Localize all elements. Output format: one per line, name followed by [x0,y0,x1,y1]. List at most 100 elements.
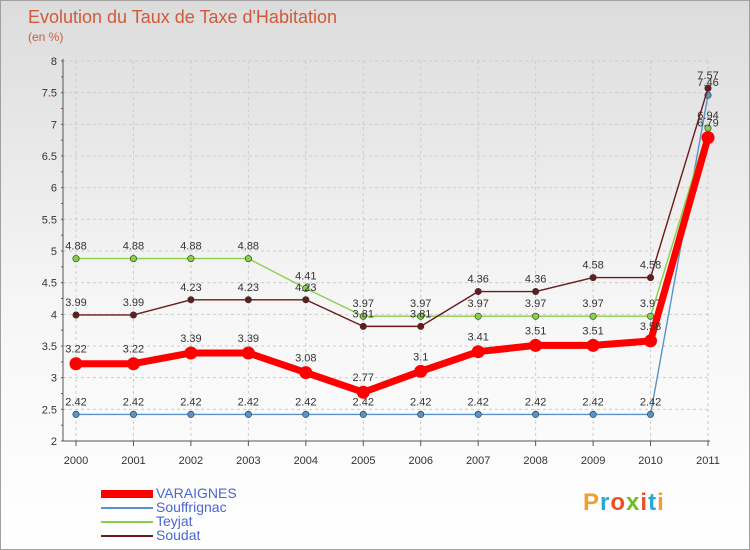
chart-title: Evolution du Taux de Taxe d'Habitation [28,7,337,27]
y-tick-label: 3 [51,373,57,385]
data-label: 3.97 [582,298,603,310]
data-label: 2.42 [410,396,431,408]
data-label: 3.39 [238,333,259,345]
data-point [126,357,140,371]
x-tick-label: 2010 [638,455,662,467]
data-label: 2.42 [123,396,144,408]
data-point [244,255,252,263]
y-tick-label: 7 [51,119,57,131]
data-label: 3.81 [353,308,374,320]
logo-letter: P [583,489,601,516]
data-point [474,288,482,296]
data-label: 3.41 [467,332,488,344]
data-label: 2.42 [640,396,661,408]
data-point [532,312,540,320]
series-line-teyjat [76,127,709,317]
data-point [72,311,80,319]
y-tick-label: 4.5 [42,278,57,290]
data-label: 3.97 [467,298,488,310]
data-point [529,338,543,352]
data-label: 4.88 [65,241,86,253]
x-tick-label: 2003 [236,455,260,467]
data-label: 6.94 [697,110,718,122]
data-label: 4.41 [295,270,316,282]
y-tick-label: 7.5 [42,88,57,100]
y-tick-label: 6.5 [42,151,57,163]
x-tick-label: 2006 [408,455,432,467]
y-tick-label: 2 [51,436,57,448]
data-point [359,322,367,330]
data-point [474,312,482,320]
data-label: 6.79 [697,118,718,130]
data-point [532,410,540,418]
data-point [417,410,425,418]
data-point [244,410,252,418]
data-label: 3.22 [65,344,86,356]
proxiti-logo: Proxiti [583,489,665,517]
data-label: 7.57 [697,70,718,82]
data-point [356,385,370,399]
data-label: 3.39 [180,333,201,345]
x-tick-label: 2008 [523,455,547,467]
data-point [359,410,367,418]
data-point [129,255,137,263]
data-point [72,410,80,418]
data-point [647,410,655,418]
logo-letter: i [657,489,665,516]
data-label: 4.23 [180,282,201,294]
data-label: 2.42 [295,396,316,408]
series-line-varaignes [76,136,712,396]
data-label: 2.42 [238,396,259,408]
logo-letter: x [626,489,641,516]
y-tick-label: 3.5 [42,341,57,353]
data-point [532,288,540,296]
data-point [302,284,310,292]
data-point [586,338,600,352]
x-tick-label: 2011 [696,455,720,467]
data-point [414,364,428,378]
y-tick-label: 6 [51,183,57,195]
y-tick-label: 8 [51,56,57,68]
legend-swatch [101,535,153,537]
data-point [187,296,195,304]
data-point [647,274,655,282]
data-label: 3.08 [295,353,316,365]
data-label: 3.97 [525,298,546,310]
data-point [302,296,310,304]
data-label: 3.81 [410,308,431,320]
data-point [244,296,252,304]
data-point [647,312,655,320]
data-label: 4.36 [525,274,546,286]
data-label: 2.42 [65,396,86,408]
data-point [184,346,198,360]
data-label: 7.46 [697,77,718,89]
legend-label: Teyjat [156,513,193,529]
data-label: 3.97 [640,298,661,310]
logo-letter: i [640,489,649,516]
data-point [589,312,597,320]
data-point [302,410,310,418]
data-label: 3.58 [640,321,661,333]
data-label: 4.88 [180,241,201,253]
x-tick-label: 2000 [64,455,88,467]
x-tick-label: 2009 [581,455,605,467]
legend-swatch [101,490,153,498]
data-label: 3.1 [413,351,428,363]
legend-label: VARAIGNES [156,485,237,501]
data-label: 2.42 [467,396,488,408]
data-label: 4.58 [582,260,603,272]
data-label: 3.51 [525,325,546,337]
logo-letter: r [600,489,611,516]
data-label: 3.51 [582,325,603,337]
data-label: 2.42 [180,396,201,408]
data-label: 2.42 [582,396,603,408]
data-point [241,346,255,360]
y-tick-label: 2.5 [42,404,57,416]
data-label: 3.99 [65,297,86,309]
y-tick-label: 5.5 [42,214,57,226]
logo-letter: t [648,489,658,516]
x-tick-label: 2001 [121,455,145,467]
data-point [644,334,658,348]
